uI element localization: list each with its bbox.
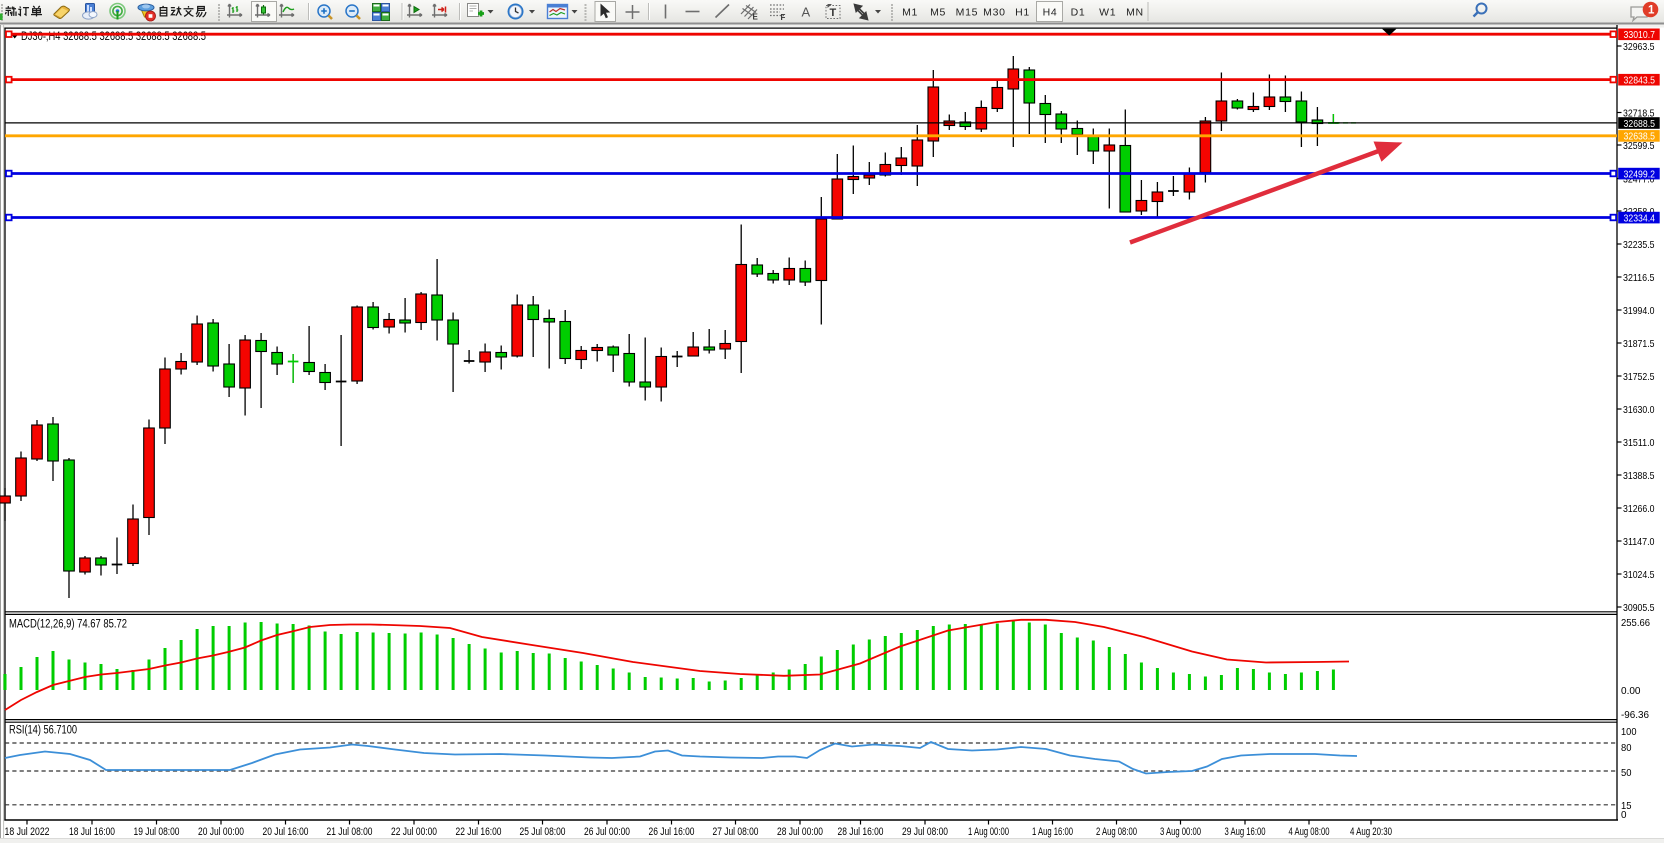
svg-text:22 Jul 16:00: 22 Jul 16:00	[456, 826, 502, 838]
svg-text:21 Jul 08:00: 21 Jul 08:00	[327, 826, 373, 838]
svg-text:20 Jul 16:00: 20 Jul 16:00	[263, 826, 309, 838]
svg-text:W1: W1	[1099, 6, 1116, 18]
svg-text:31024.5: 31024.5	[1623, 569, 1655, 581]
svg-text:0.00: 0.00	[1621, 685, 1641, 697]
svg-text:100: 100	[1621, 726, 1637, 738]
svg-text:27 Jul 08:00: 27 Jul 08:00	[713, 826, 759, 838]
svg-text:2 Aug 08:00: 2 Aug 08:00	[1096, 826, 1137, 838]
svg-text:A: A	[802, 5, 811, 20]
svg-text:D1: D1	[1071, 6, 1086, 18]
svg-text:22 Jul 00:00: 22 Jul 00:00	[391, 826, 437, 838]
svg-text:15: 15	[1621, 800, 1632, 812]
svg-text:19 Jul 08:00: 19 Jul 08:00	[134, 826, 180, 838]
svg-text:25 Jul 08:00: 25 Jul 08:00	[520, 826, 566, 838]
svg-text:T: T	[830, 7, 837, 19]
svg-text:18 Jul 2022: 18 Jul 2022	[5, 826, 50, 838]
svg-text:H1: H1	[1015, 6, 1030, 18]
svg-text:MACD(12,26,9) 74.67 85.72: MACD(12,26,9) 74.67 85.72	[9, 619, 127, 631]
svg-text:F: F	[781, 13, 786, 22]
svg-text:0: 0	[1621, 809, 1627, 821]
svg-text:32334.4: 32334.4	[1624, 212, 1656, 224]
svg-text:31147.0: 31147.0	[1623, 536, 1655, 548]
svg-text:32963.5: 32963.5	[1623, 41, 1655, 53]
svg-text:26 Jul 16:00: 26 Jul 16:00	[649, 826, 695, 838]
svg-text:30905.5: 30905.5	[1623, 602, 1655, 614]
svg-text:1: 1	[1648, 5, 1655, 17]
svg-text:32235.5: 32235.5	[1623, 239, 1655, 251]
svg-text:4 Aug 08:00: 4 Aug 08:00	[1289, 826, 1330, 838]
svg-text:29 Jul 08:00: 29 Jul 08:00	[902, 826, 948, 838]
svg-text:MN: MN	[1126, 6, 1144, 18]
svg-text:4 Aug 20:30: 4 Aug 20:30	[1350, 826, 1392, 838]
svg-text:20 Jul 00:00: 20 Jul 00:00	[198, 826, 244, 838]
svg-text:80: 80	[1621, 742, 1632, 754]
svg-text:32718.5: 32718.5	[1623, 107, 1655, 119]
svg-text:M1: M1	[902, 6, 918, 18]
svg-text:28 Jul 16:00: 28 Jul 16:00	[838, 826, 884, 838]
svg-text:H4: H4	[1043, 6, 1058, 18]
svg-text:E: E	[753, 13, 759, 22]
svg-text:31630.0: 31630.0	[1623, 404, 1655, 416]
svg-text:RSI(14) 56.7100: RSI(14) 56.7100	[9, 725, 77, 737]
svg-text:1 Aug 00:00: 1 Aug 00:00	[968, 826, 1009, 838]
svg-text:31871.5: 31871.5	[1623, 338, 1655, 350]
svg-text:31752.5: 31752.5	[1623, 371, 1655, 383]
svg-text:M30: M30	[983, 6, 1006, 18]
svg-text:DJ30-,H4 32688.5 32688.5 3268: DJ30-,H4 32688.5 32688.5 32688.5 32688.5	[21, 29, 206, 43]
svg-text:32499.2: 32499.2	[1624, 168, 1656, 180]
svg-text:M5: M5	[930, 6, 946, 18]
svg-text:32843.5: 32843.5	[1624, 75, 1656, 87]
svg-text:32116.5: 32116.5	[1623, 272, 1655, 284]
svg-text:28 Jul 00:00: 28 Jul 00:00	[777, 826, 823, 838]
svg-text:31511.0: 31511.0	[1623, 437, 1655, 449]
svg-text:3 Aug 00:00: 3 Aug 00:00	[1160, 826, 1201, 838]
svg-text:32599.5: 32599.5	[1623, 140, 1655, 152]
svg-text:18 Jul 16:00: 18 Jul 16:00	[69, 826, 115, 838]
svg-text:-96.36: -96.36	[1621, 709, 1649, 721]
svg-text:3 Aug 16:00: 3 Aug 16:00	[1225, 826, 1266, 838]
svg-text:M15: M15	[956, 6, 979, 18]
svg-text:32638.5: 32638.5	[1624, 131, 1656, 143]
svg-text:1 Aug 16:00: 1 Aug 16:00	[1032, 826, 1073, 838]
svg-text:26 Jul 00:00: 26 Jul 00:00	[584, 826, 630, 838]
svg-text:33010.7: 33010.7	[1624, 29, 1656, 41]
svg-text:31266.0: 31266.0	[1623, 503, 1655, 515]
svg-text:32688.5: 32688.5	[1624, 118, 1656, 130]
svg-text:31994.0: 31994.0	[1623, 305, 1655, 317]
svg-text:255.66: 255.66	[1621, 617, 1650, 629]
svg-text:50: 50	[1621, 767, 1632, 779]
svg-text:31388.5: 31388.5	[1623, 470, 1655, 482]
